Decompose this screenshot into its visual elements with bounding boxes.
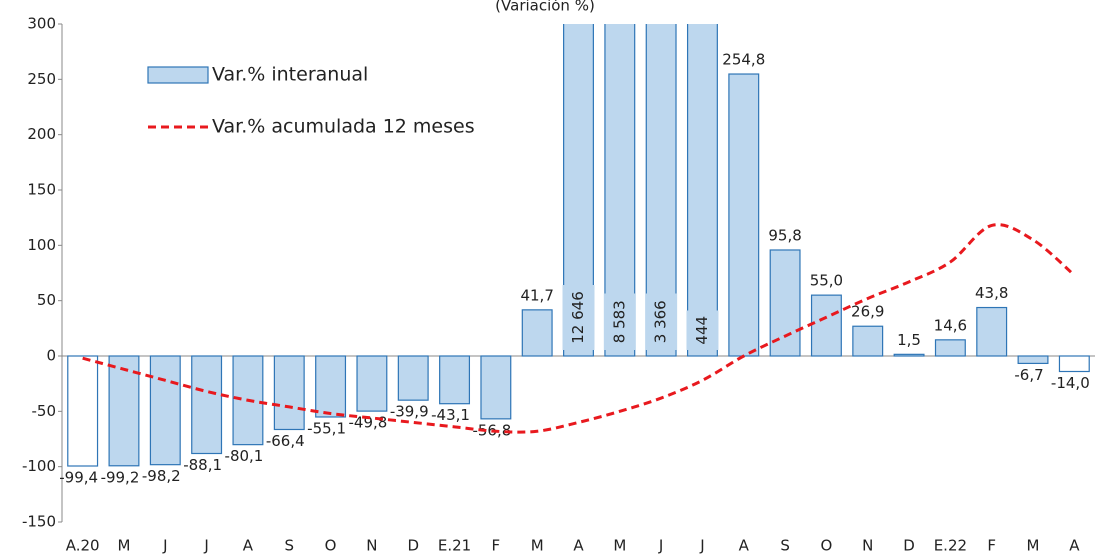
chart-title: (Variación %): [495, 0, 595, 15]
bar: [521, 309, 553, 357]
bar: [149, 355, 181, 466]
bar: [315, 355, 347, 418]
x-tick-label: A: [573, 537, 584, 555]
x-tick-label: O: [821, 537, 833, 555]
x-tick-label: J: [162, 537, 167, 555]
y-tick-label: 100: [27, 236, 56, 254]
x-tick-label: O: [325, 537, 337, 555]
value-label: -55,1: [307, 419, 346, 437]
x-tick-label: J: [658, 537, 663, 555]
x-tick-label: A: [739, 537, 750, 555]
x-tick-label: F: [987, 537, 996, 555]
value-label: -80,1: [225, 447, 264, 465]
bar: [1058, 355, 1090, 373]
x-tick-label: N: [862, 537, 873, 555]
x-tick-label: A: [1069, 537, 1080, 555]
bar: [852, 325, 884, 357]
value-label-box: [562, 285, 595, 350]
x-tick-label: J: [203, 537, 208, 555]
x-tick-label: M: [118, 537, 131, 555]
value-label: -66,4: [266, 432, 305, 450]
x-tick-label: M: [531, 537, 544, 555]
x-tick-label: F: [492, 537, 501, 555]
value-label: 43,8: [975, 284, 1008, 302]
value-label-box: [645, 293, 678, 350]
value-label: 3 366: [652, 300, 670, 343]
legend-swatch: [147, 66, 209, 84]
bar: [439, 355, 471, 405]
bar: [273, 355, 305, 431]
value-label: 254,8: [722, 51, 765, 69]
bar: [356, 355, 388, 412]
value-label: -88,1: [183, 456, 222, 474]
x-tick-label: J: [699, 537, 704, 555]
legend-label: Var.% interanual: [212, 64, 368, 86]
value-label: -6,7: [1014, 366, 1043, 384]
value-label: 1,5: [897, 331, 921, 349]
y-tick-label: 200: [27, 125, 56, 143]
value-label: 444: [693, 316, 711, 345]
value-label: 8 583: [610, 300, 628, 343]
bar: [686, 24, 718, 357]
bar: [67, 355, 99, 467]
value-label: 95,8: [768, 226, 801, 244]
x-tick-label: A: [243, 537, 254, 555]
y-tick-label: 150: [27, 181, 56, 199]
y-tick-label: 50: [37, 291, 56, 309]
x-tick-label: D: [903, 537, 915, 555]
value-label: 41,7: [520, 286, 553, 304]
bar: [108, 355, 140, 467]
bar: [976, 306, 1008, 357]
x-tick-label: M: [1027, 537, 1040, 555]
bar: [893, 353, 925, 357]
y-tick-label: 250: [27, 70, 56, 88]
bar: [480, 355, 512, 420]
x-tick-label: N: [366, 537, 377, 555]
x-tick-label: E.21: [438, 537, 471, 555]
value-label: -39,9: [390, 403, 429, 421]
bar: [397, 355, 429, 401]
x-tick-label: S: [284, 537, 294, 555]
x-tick-label: E.22: [934, 537, 967, 555]
x-tick-label: S: [780, 537, 790, 555]
y-tick-label: -50: [32, 402, 57, 420]
y-tick-label: 300: [27, 15, 56, 33]
value-label: -14,0: [1051, 374, 1090, 392]
x-tick-label: A.20: [66, 537, 100, 555]
bar: [769, 249, 801, 357]
x-tick-label: M: [613, 537, 626, 555]
value-label: -43,1: [431, 406, 470, 424]
value-label: 55,0: [810, 272, 843, 290]
bar: [1017, 355, 1049, 365]
y-tick-label: -150: [22, 513, 56, 531]
value-label-box: [686, 310, 719, 350]
bar: [934, 339, 966, 357]
value-label-box: [603, 293, 636, 350]
value-label: 14,6: [934, 316, 967, 334]
bar: [728, 73, 760, 357]
value-label: -99,2: [101, 468, 140, 486]
y-tick-label: 0: [46, 347, 56, 365]
value-label: 26,9: [851, 303, 884, 321]
value-label: 12 646: [569, 291, 587, 344]
value-label: -99,4: [59, 469, 98, 487]
value-label: -98,2: [142, 467, 181, 485]
x-tick-label: D: [407, 537, 419, 555]
y-tick-label: -100: [22, 457, 56, 475]
line: [82, 223, 1076, 434]
bar: [191, 355, 223, 455]
legend-label: Var.% acumulada 12 meses: [212, 116, 475, 138]
bar: [810, 294, 842, 357]
